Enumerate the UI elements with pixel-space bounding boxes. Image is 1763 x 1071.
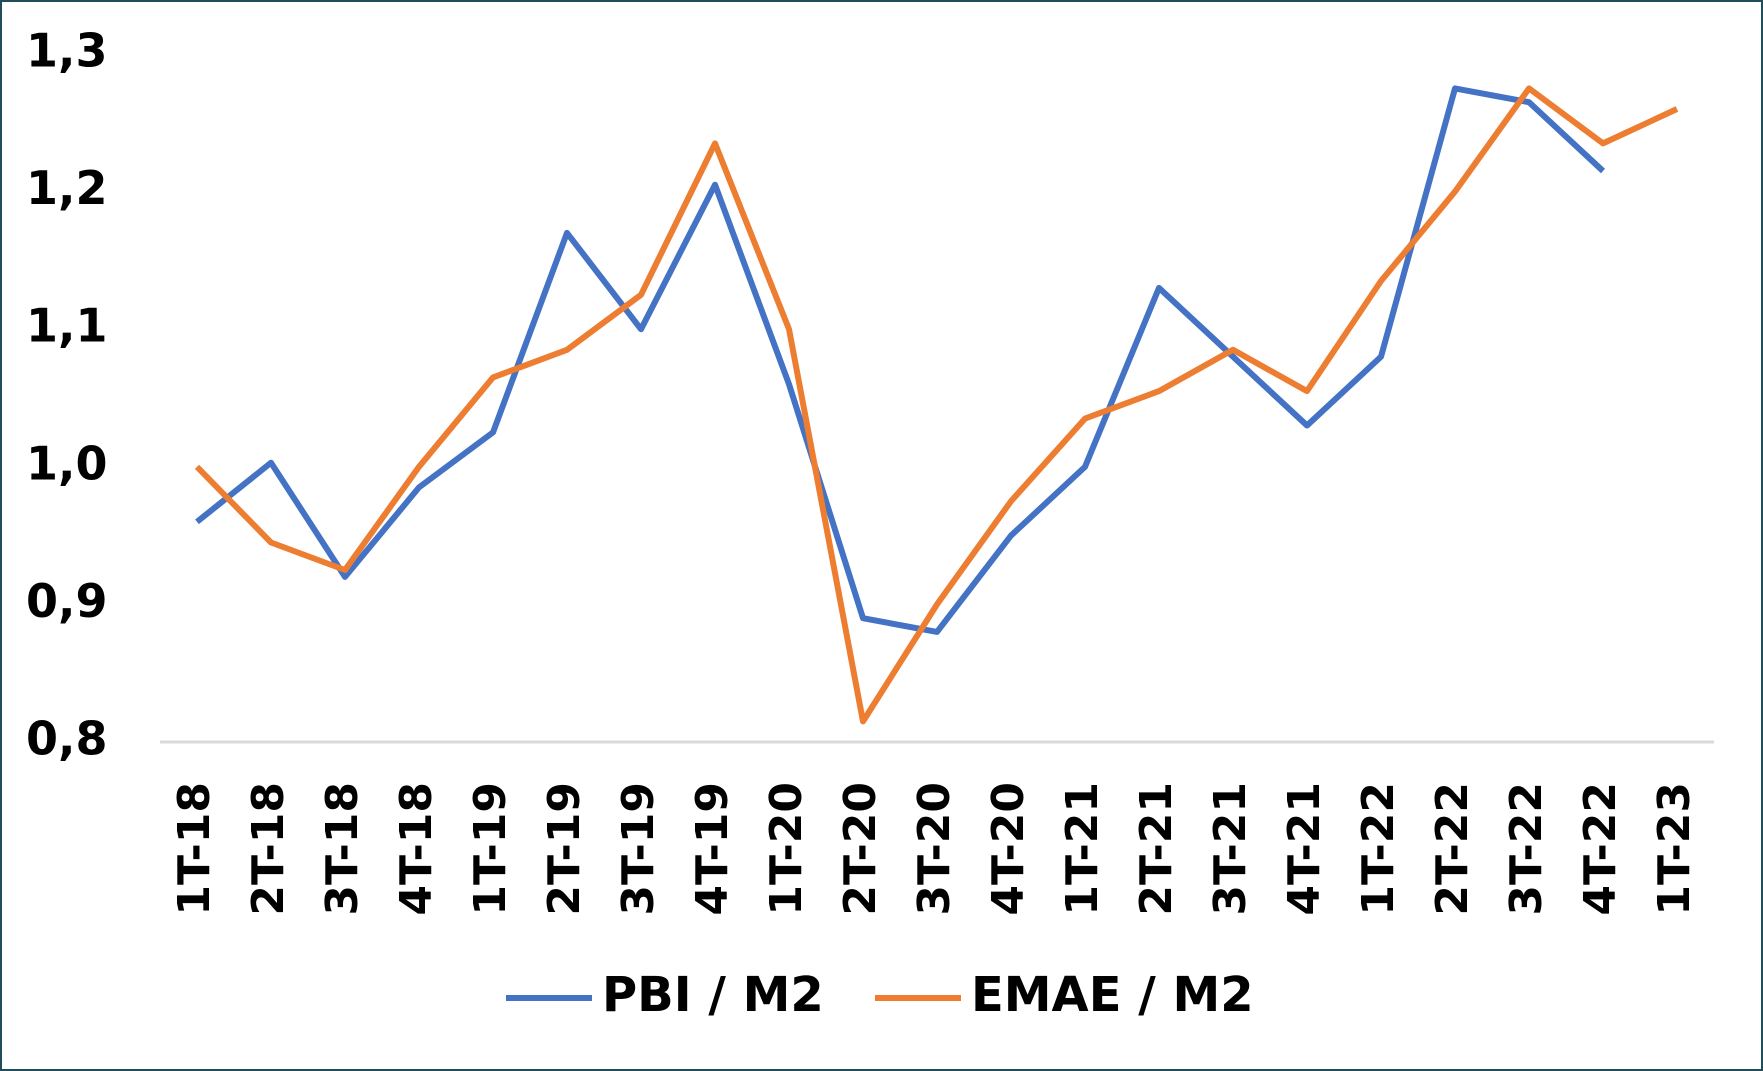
- x-tick-label: 3T-18: [317, 782, 368, 916]
- legend-label: PBI / M2: [602, 967, 824, 1023]
- series-line: [195, 85, 1606, 635]
- x-tick-label: 1T-18: [169, 782, 220, 916]
- x-tick-label: 3T-20: [909, 782, 960, 916]
- x-tick-label: 1T-22: [1353, 782, 1404, 916]
- x-tick-label: 1T-20: [761, 782, 812, 916]
- series-line: [194, 85, 1679, 725]
- x-tick-label: 3T-21: [1205, 782, 1256, 916]
- x-tick-label: 2T-18: [243, 782, 294, 916]
- legend-label: EMAE / M2: [971, 967, 1254, 1023]
- y-tick-label: 0,8: [26, 712, 108, 766]
- x-tick-label: 3T-19: [613, 782, 664, 916]
- x-tick-label: 1T-23: [1649, 782, 1700, 916]
- x-tick-label: 4T-20: [983, 782, 1034, 916]
- y-tick-label: 1,2: [26, 161, 108, 215]
- x-tick-label: 4T-19: [687, 782, 738, 916]
- x-tick-label: 2T-22: [1427, 782, 1478, 916]
- x-tick-label: 2T-21: [1131, 782, 1182, 916]
- x-tick-label: 1T-19: [465, 782, 516, 916]
- y-tick-label: 1,0: [26, 436, 108, 490]
- y-tick-label: 0,9: [26, 574, 108, 628]
- x-tick-label: 4T-18: [391, 782, 442, 916]
- x-tick-label: 1T-21: [1057, 782, 1108, 916]
- x-tick-label: 2T-20: [835, 782, 886, 916]
- x-tick-label: 4T-21: [1279, 782, 1330, 916]
- x-tick-label: 4T-22: [1575, 782, 1626, 916]
- x-tick-label: 3T-22: [1501, 782, 1552, 916]
- x-tick-label: 2T-19: [539, 782, 590, 916]
- y-tick-label: 1,3: [26, 24, 108, 78]
- y-tick-label: 1,1: [26, 299, 108, 353]
